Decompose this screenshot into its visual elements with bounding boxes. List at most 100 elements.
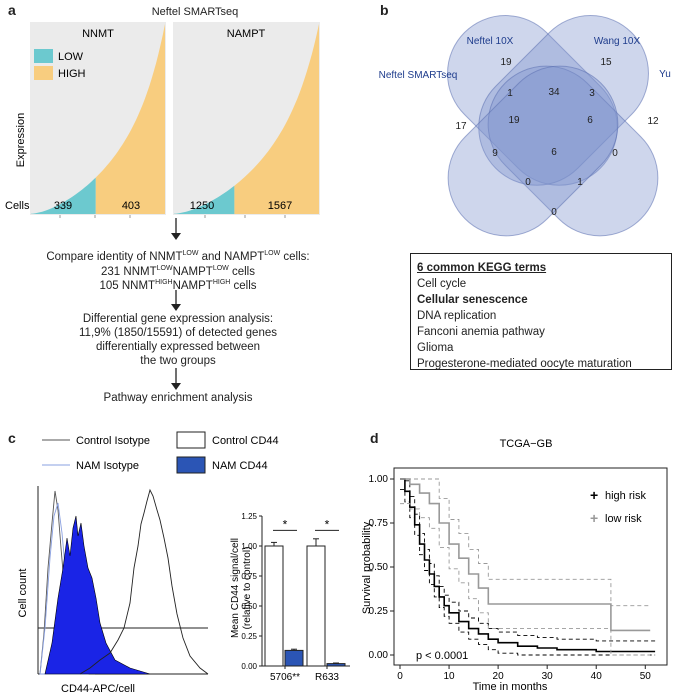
km-y-tick-label: 1.00 bbox=[369, 474, 389, 485]
set-label-neftel-smartseq: Neftel SMARTseq bbox=[379, 70, 458, 81]
km-ylabel: Survival probability bbox=[361, 521, 373, 614]
bar-y-tick-label: 0.00 bbox=[241, 662, 257, 671]
legend-high-risk: high risk bbox=[605, 490, 646, 502]
set-label-wang-10x: Wang 10X bbox=[594, 36, 641, 47]
venn-count: 34 bbox=[548, 87, 560, 98]
legend-nam-cd44-swatch bbox=[176, 456, 206, 474]
flow-line3: 105 NNMTHIGHNAMPTHIGH cells bbox=[99, 279, 257, 292]
venn-count: 12 bbox=[647, 116, 659, 127]
legend-low-swatch bbox=[34, 49, 53, 63]
kegg-term: Cell cycle bbox=[417, 278, 467, 290]
flow-step3: Pathway enrichment analysis bbox=[103, 392, 253, 404]
venn-count: 17 bbox=[455, 121, 467, 132]
flow-step2-line1: Differential gene expression analysis: bbox=[82, 313, 274, 325]
bar-y-tick-label: 0.75 bbox=[241, 572, 257, 581]
km-x-tick-label: 10 bbox=[443, 671, 455, 682]
kegg-title: 6 common KEGG terms bbox=[417, 262, 547, 274]
nnmt-high-area bbox=[95, 24, 165, 214]
legend-control-cd44: Control CD44 bbox=[212, 435, 279, 447]
kegg-term: Fanconi anemia pathway bbox=[417, 326, 545, 338]
flow-line2: 231 NNMTLOWNAMPTLOW cells bbox=[101, 265, 255, 278]
km-y-tick-label: 0.50 bbox=[369, 562, 389, 573]
facet-title-nnmt: NNMT bbox=[82, 28, 114, 40]
legend-control-cd44-swatch bbox=[176, 431, 206, 449]
count-nampt-high: 1567 bbox=[268, 200, 292, 212]
km-xlabel: Time in months bbox=[473, 681, 548, 692]
flow-step1: Compare identity of NNMTLOW and NAMPTLOW… bbox=[46, 250, 310, 263]
km-x-tick-label: 50 bbox=[640, 671, 652, 682]
panel-d-label: d bbox=[370, 430, 379, 446]
flow-arrow-3 bbox=[171, 368, 181, 390]
venn-count: 19 bbox=[500, 57, 512, 68]
legend-low-risk: low risk bbox=[605, 513, 642, 525]
km-pvalue: p < 0.0001 bbox=[416, 650, 468, 662]
nam-cd44-histogram bbox=[44, 515, 151, 675]
kegg-term: Cellular senescence bbox=[417, 294, 528, 306]
kegg-terms-box: 6 common KEGG terms Cell cycle Cellular … bbox=[410, 253, 672, 370]
venn-count: 15 bbox=[600, 57, 612, 68]
set-label-yu: Yu bbox=[659, 69, 671, 80]
panel-c-label: c bbox=[8, 430, 16, 446]
venn-count: 0 bbox=[551, 207, 557, 218]
bar-y-tick-label: 0.25 bbox=[241, 632, 257, 641]
bar-category-label: 5706** bbox=[270, 672, 300, 683]
venn-count: 9 bbox=[492, 148, 498, 159]
bar-ylabel-1: Mean CD44 signal/cell bbox=[230, 538, 241, 638]
venn-count: 6 bbox=[551, 147, 557, 158]
legend-high-swatch bbox=[34, 66, 53, 80]
flow-arrow-2 bbox=[171, 290, 181, 311]
bar-category-label: R633 bbox=[315, 672, 339, 683]
count-nnmt-low: 339 bbox=[54, 200, 72, 212]
kegg-term: Progesterone-mediated oocyte maturation bbox=[417, 358, 632, 370]
flow-step2-line4: the two groups bbox=[140, 355, 216, 367]
legend-high-risk-symbol: + bbox=[590, 487, 598, 503]
bar-ylabel-2: (relative to control) bbox=[242, 547, 253, 630]
low-risk-ci-lower bbox=[399, 503, 651, 656]
km-y-tick-label: 0.00 bbox=[369, 650, 389, 661]
legend-low-label: LOW bbox=[58, 51, 84, 63]
venn-set-neftel-smartseq bbox=[487, 65, 659, 237]
histogram-ylabel: Cell count bbox=[17, 569, 29, 618]
legend-nam-isotype: NAM Isotype bbox=[76, 460, 139, 472]
km-y-tick-label: 0.75 bbox=[369, 518, 389, 529]
venn-set-neftel-10x bbox=[447, 15, 618, 186]
facet-title-nampt: NAMPT bbox=[227, 28, 266, 40]
bar-control-1 bbox=[306, 545, 326, 667]
venn-diagram: Neftel 10X Wang 10X Neftel SMARTseq Yu 1… bbox=[379, 15, 671, 237]
bar-control-0 bbox=[264, 545, 284, 667]
histogram-xlabel: CD44-APC/cell bbox=[61, 683, 135, 692]
kegg-term: DNA replication bbox=[417, 310, 497, 322]
bar-y-tick-label: 1.25 bbox=[241, 512, 257, 521]
significance-star: * bbox=[325, 517, 330, 531]
panel-a-title: Neftel SMARTseq bbox=[151, 6, 239, 18]
panel-c-figure: Control Isotype Control CD44 NAM Isotype… bbox=[17, 431, 350, 692]
legend-high-label: HIGH bbox=[58, 68, 86, 80]
bar-nam-1 bbox=[326, 663, 346, 667]
significance-star: * bbox=[283, 517, 288, 531]
venn-count: 1 bbox=[577, 177, 583, 188]
flow-step2-line2: 11,9% (1850/15591) of detected genes bbox=[79, 327, 277, 339]
venn-count: 3 bbox=[589, 88, 595, 99]
set-label-neftel-10x: Neftel 10X bbox=[467, 36, 514, 47]
legend-nam-cd44: NAM CD44 bbox=[212, 460, 268, 472]
low-risk-curve bbox=[400, 478, 651, 632]
venn-set-yu bbox=[447, 65, 619, 237]
venn-set-wang-10x bbox=[478, 15, 649, 186]
km-x-tick-label: 0 bbox=[397, 671, 403, 682]
venn-count: 6 bbox=[587, 115, 593, 126]
count-nampt-low: 1250 bbox=[190, 200, 214, 212]
venn-count: 19 bbox=[508, 115, 520, 126]
flow-step2-line3: differentially expressed between bbox=[95, 341, 261, 353]
km-title: TCGA−GB bbox=[500, 438, 553, 450]
km-x-tick-label: 20 bbox=[493, 671, 505, 682]
bar-y-tick-label: 0.50 bbox=[241, 602, 257, 611]
venn-count: 0 bbox=[612, 148, 618, 159]
nampt-high-area bbox=[234, 24, 319, 214]
bar-y-tick-label: 1.00 bbox=[241, 542, 257, 551]
high-risk-ci-upper bbox=[400, 478, 656, 642]
venn-count: 0 bbox=[525, 177, 531, 188]
panel-d-km-plot: TCGA−GB Survival probability Time in mon… bbox=[361, 438, 668, 692]
km-x-tick-label: 40 bbox=[591, 671, 603, 682]
control-cd44-histogram bbox=[79, 488, 209, 675]
panel-a-label: a bbox=[8, 2, 16, 18]
